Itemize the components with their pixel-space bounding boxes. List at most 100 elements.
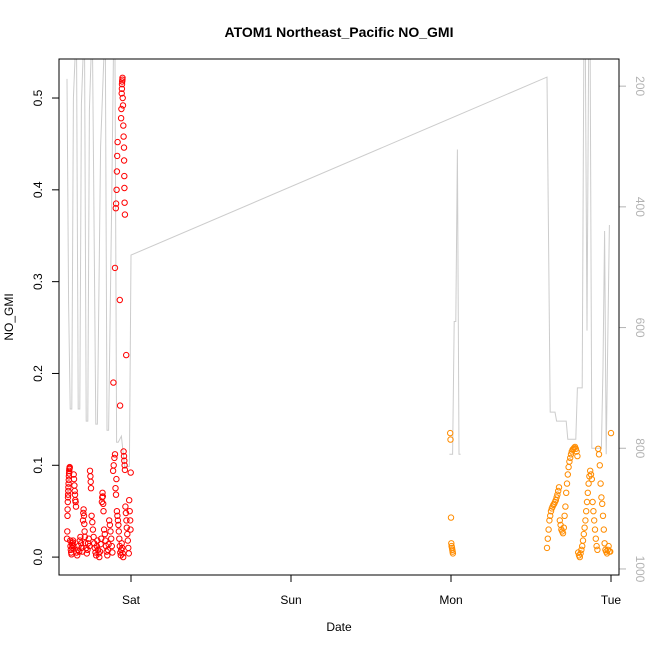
data-point [449,550,457,557]
data-point [127,526,134,533]
data-point [119,102,127,109]
data-point [553,494,560,501]
data-point [555,484,563,491]
series-line-2 [66,58,610,467]
data-point [590,508,597,515]
data-point [127,469,134,476]
data-point [583,508,590,515]
data-point [581,524,588,531]
data-point [114,138,121,146]
data-point [108,535,115,542]
data-point [119,74,126,82]
data-point [119,76,126,83]
data-point [125,550,133,557]
data-point [115,528,123,535]
data-point [109,549,116,556]
data-point [120,144,128,151]
data-point [65,487,72,495]
data-point [108,542,116,550]
data-point [127,517,134,524]
data-point [572,445,579,452]
y2-tick-label: 1000 [633,556,647,583]
data-point [598,494,605,501]
data-point [579,537,587,544]
data-point [123,351,130,359]
data-point [552,497,559,504]
data-point [90,533,97,541]
data-point [121,462,128,469]
data-point [120,133,127,140]
x-tick-label: Sun [280,593,301,607]
data-point [100,500,107,507]
data-point [117,115,125,122]
data-point [573,448,580,455]
y2-tick-label: 400 [633,197,647,217]
data-point [584,489,591,496]
data-point [116,296,124,304]
data-point [564,471,571,478]
data-point [120,553,127,561]
data-point [587,471,595,478]
data-point [600,526,607,533]
data-point [70,471,77,478]
data-point [64,491,72,498]
data-point [118,105,125,113]
y-tick-label: 0.2 [31,365,45,382]
data-point [121,457,128,464]
y-tick-label: 0.1 [31,457,45,474]
data-point [563,489,570,496]
data-point [591,517,598,524]
data-point [126,508,133,515]
data-point [545,526,552,533]
data-point [81,533,89,541]
data-point [114,517,122,524]
data-point [112,485,119,492]
data-point [121,199,128,206]
data-point [595,451,603,458]
data-point [80,506,87,513]
data-point [106,517,113,524]
data-point [599,500,606,507]
data-point [66,463,73,471]
data-point [574,452,581,460]
data-point [111,454,118,462]
data-point [114,512,121,519]
data-point [576,553,583,561]
data-point [110,462,117,469]
data-point [95,550,102,557]
data-point [556,517,563,524]
data-point [124,537,132,544]
data-point [123,517,130,524]
data-point [119,550,126,557]
data-point [122,503,129,510]
y-tick-label: 0.3 [31,273,45,290]
data-point [71,487,78,495]
data-point [88,512,95,519]
data-point [110,379,117,386]
data-point [118,540,125,547]
data-point [120,448,127,455]
data-point [78,544,85,552]
data-point [63,535,71,542]
data-point [546,517,553,524]
data-point [113,475,120,483]
data-point [554,491,561,498]
data-point [585,480,592,487]
data-point [77,533,84,541]
data-point [120,122,127,129]
data-point [87,478,94,485]
data-point [80,512,88,519]
data-point [89,526,97,533]
data-point [72,498,79,506]
data-point [112,200,120,207]
data-point [587,467,594,474]
data-point [562,503,569,510]
data-point [105,541,112,548]
data-point [121,184,128,192]
y2-tick-label: 200 [633,76,647,96]
x-axis-label: Date [326,620,352,634]
y-tick-label: 0.0 [31,548,45,565]
data-point [596,462,603,469]
data-point [64,528,71,535]
